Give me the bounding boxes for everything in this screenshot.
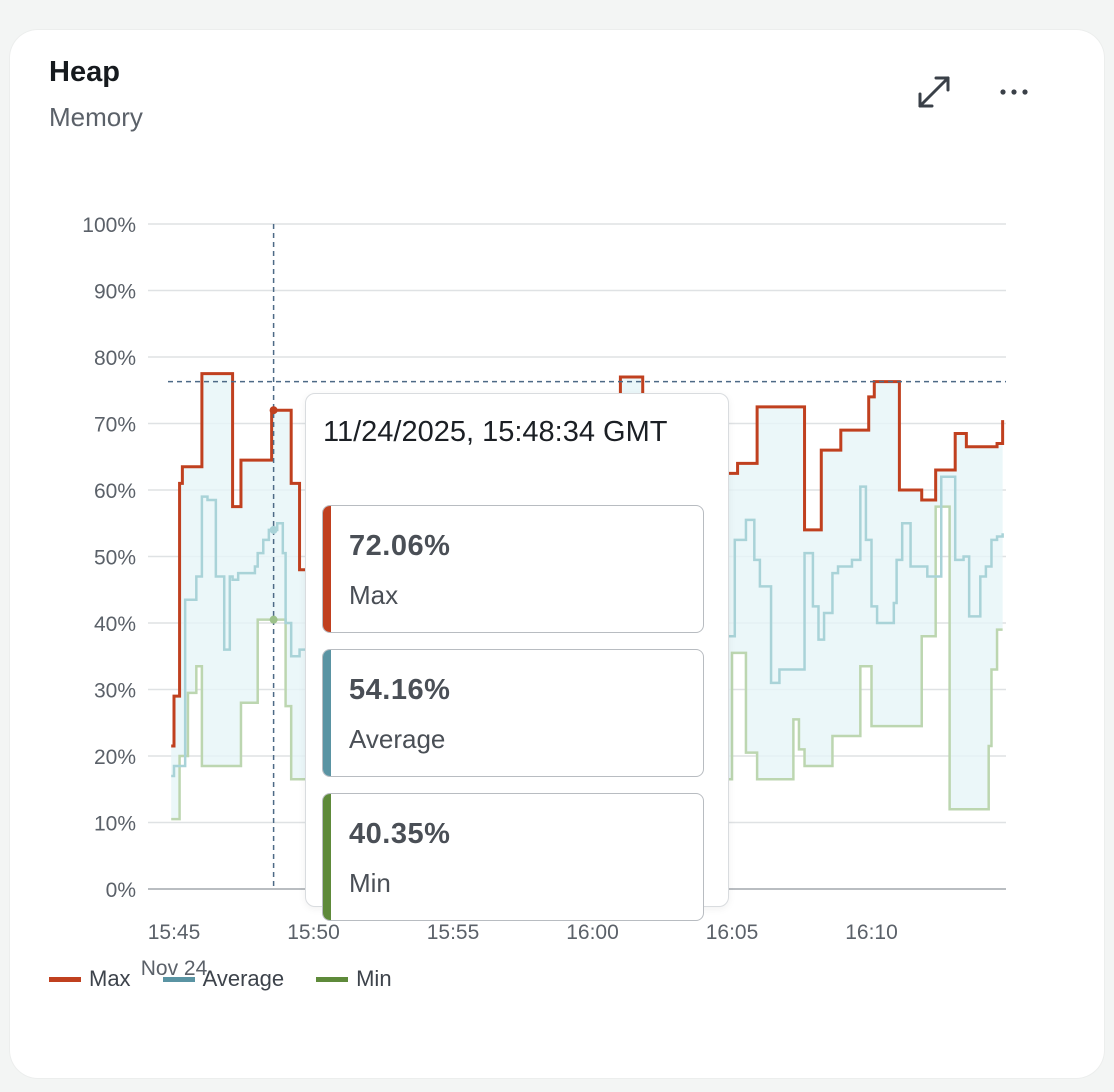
y-tick-label: 40%: [94, 613, 136, 636]
tooltip-value-average: 54.16%: [349, 674, 451, 706]
chart-tooltip: 11/24/2025, 15:48:34 GMT 72.06% Max 54.1…: [305, 393, 729, 921]
legend-label-min: Min: [356, 966, 392, 991]
y-tick-label: 70%: [94, 414, 136, 437]
legend-swatch-average: [162, 976, 195, 982]
tooltip-label-min: Min: [349, 868, 391, 898]
tooltip-row-max: 72.06% Max: [322, 505, 704, 633]
tooltip-row-min: 40.35% Min: [322, 793, 704, 921]
x-tick-label: 15:55: [427, 921, 480, 944]
legend-label-max: Max: [89, 966, 131, 991]
x-tick-label: 15:45: [148, 921, 201, 944]
card-subtitle: Memory: [49, 102, 143, 132]
y-tick-label: 30%: [94, 680, 136, 703]
tooltip-label-max: Max: [349, 580, 399, 610]
x-tick-sublabel: Nov 24: [141, 957, 208, 980]
tooltip-bar-average: [323, 650, 331, 776]
y-tick-label: 80%: [94, 347, 136, 370]
y-tick-label: 50%: [94, 547, 136, 570]
series-line-average: [171, 475, 1004, 778]
chart-legend: Max Average Min: [49, 966, 392, 992]
card-title: Heap: [49, 56, 120, 88]
y-tick-label: 20%: [94, 746, 136, 769]
y-tick-label: 60%: [94, 480, 136, 503]
x-tick-label: 16:10: [845, 921, 898, 944]
x-tick-label: 16:00: [566, 921, 619, 944]
hover-point-min: [269, 615, 278, 624]
series-line-min: [171, 505, 1003, 821]
y-tick-label: 0%: [106, 879, 136, 902]
x-tick-label: 16:05: [706, 921, 759, 944]
legend-swatch-min: [316, 976, 349, 982]
more-dots-icon: [1000, 89, 1028, 95]
expand-button[interactable]: [908, 66, 960, 118]
y-tick-label: 100%: [82, 214, 136, 237]
tooltip-value-max: 72.06%: [349, 530, 451, 562]
y-tick-label: 10%: [94, 813, 136, 836]
legend-item-max[interactable]: Max: [49, 966, 131, 992]
hover-point-average: [269, 525, 278, 534]
hover-point-max: [269, 406, 278, 415]
tooltip-bar-max: [323, 506, 331, 632]
legend-item-average[interactable]: Average: [162, 966, 285, 992]
tooltip-value-min: 40.35%: [349, 818, 451, 850]
tooltip-label-average: Average: [349, 724, 446, 754]
legend-item-min[interactable]: Min: [316, 966, 392, 992]
expand-arrows-icon: [918, 76, 950, 108]
tooltip-bar-min: [323, 794, 331, 920]
y-tick-label: 90%: [94, 281, 136, 304]
tooltip-row-average: 54.16% Average: [322, 649, 704, 777]
legend-label-average: Average: [202, 966, 285, 991]
x-tick-label: 15:50: [287, 921, 340, 944]
tooltip-timestamp: 11/24/2025, 15:48:34 GMT: [323, 416, 668, 448]
legend-swatch-max: [49, 976, 81, 982]
more-options-button[interactable]: [988, 66, 1040, 118]
